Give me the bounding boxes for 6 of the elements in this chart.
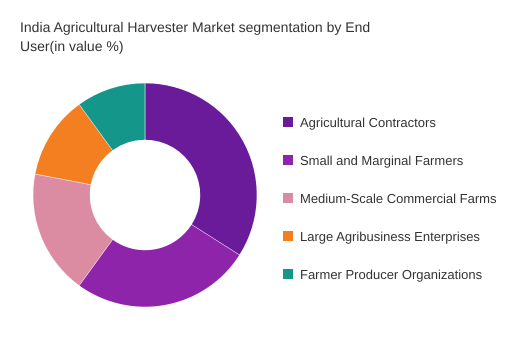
legend-label: Large Agribusiness Enterprises	[300, 229, 480, 244]
legend-label: Medium-Scale Commercial Farms	[300, 191, 497, 206]
legend-label: Small and Marginal Farmers	[300, 153, 464, 168]
legend-label: Agricultural Contractors	[300, 115, 436, 130]
chart-title: India Agricultural Harvester Market segmentation by End User(in value %)	[20, 19, 370, 54]
legend-label: Farmer Producer Organizations	[300, 267, 483, 282]
